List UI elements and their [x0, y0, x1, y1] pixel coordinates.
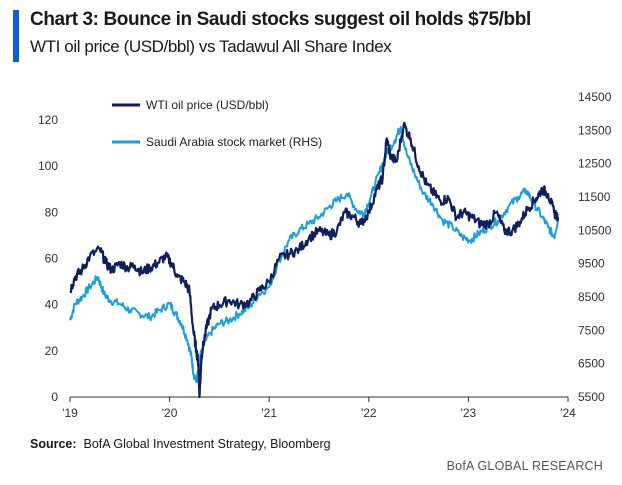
x-tick-label: '21 [261, 406, 277, 420]
wti-series-line [69, 121, 560, 399]
chart-title: Chart 3: Bounce in Saudi stocks suggest … [30, 9, 531, 30]
left-tick-label: 120 [38, 113, 58, 127]
right-tick-label: 13500 [578, 123, 612, 137]
x-tick-label: '22 [361, 406, 377, 420]
brand-label: BofA GLOBAL RESEARCH [446, 459, 603, 473]
legend-saudi-label: Saudi Arabia stock market (RHS) [146, 135, 322, 149]
x-tick-label: '24 [560, 406, 576, 420]
right-tick-label: 11500 [578, 190, 611, 204]
left-axis-ticks: 0 20 40 60 80 100 120 [38, 113, 58, 404]
x-tick-label: '20 [162, 406, 178, 420]
right-tick-label: 6500 [578, 357, 605, 371]
series-layer [69, 121, 560, 399]
right-tick-label: 12500 [578, 157, 612, 171]
left-tick-label: 60 [45, 252, 59, 266]
x-tick-label: '19 [62, 406, 78, 420]
right-tick-label: 5500 [578, 390, 605, 404]
left-tick-label: 80 [45, 205, 59, 219]
chart-subtitle: WTI oil price (USD/bbl) vs Tadawul All S… [30, 37, 392, 56]
left-tick-label: 0 [51, 390, 58, 404]
right-tick-label: 14500 [578, 90, 612, 104]
chart-legend: WTI oil price (USD/bbl) Saudi Arabia stoc… [112, 98, 322, 149]
right-tick-label: 7500 [578, 323, 605, 337]
left-tick-label: 20 [45, 344, 59, 358]
left-tick-label: 100 [38, 159, 58, 173]
line-chart: 0 20 40 60 80 100 120 5500 6500 7500 8500 9500 1050… [38, 90, 612, 420]
right-tick-label: 8500 [578, 290, 605, 304]
saudi-series-line [69, 126, 559, 383]
right-axis-ticks: 5500 6500 7500 8500 9500 10500 11500 12500 13500… [578, 90, 612, 404]
source-note: Source: BofA Global Investment Strategy,… [30, 437, 331, 451]
right-tick-label: 9500 [578, 257, 605, 271]
x-axis-ticks: '19 '20 '21 '22 '23 '24 [62, 397, 576, 420]
x-tick-label: '23 [461, 406, 477, 420]
source-label: Source: [30, 437, 77, 451]
legend-wti-label: WTI oil price (USD/bbl) [146, 98, 269, 112]
right-tick-label: 10500 [578, 223, 612, 237]
title-accent-bar [13, 10, 19, 62]
left-tick-label: 40 [45, 298, 59, 312]
source-text: BofA Global Investment Strategy, Bloombe… [83, 437, 331, 451]
